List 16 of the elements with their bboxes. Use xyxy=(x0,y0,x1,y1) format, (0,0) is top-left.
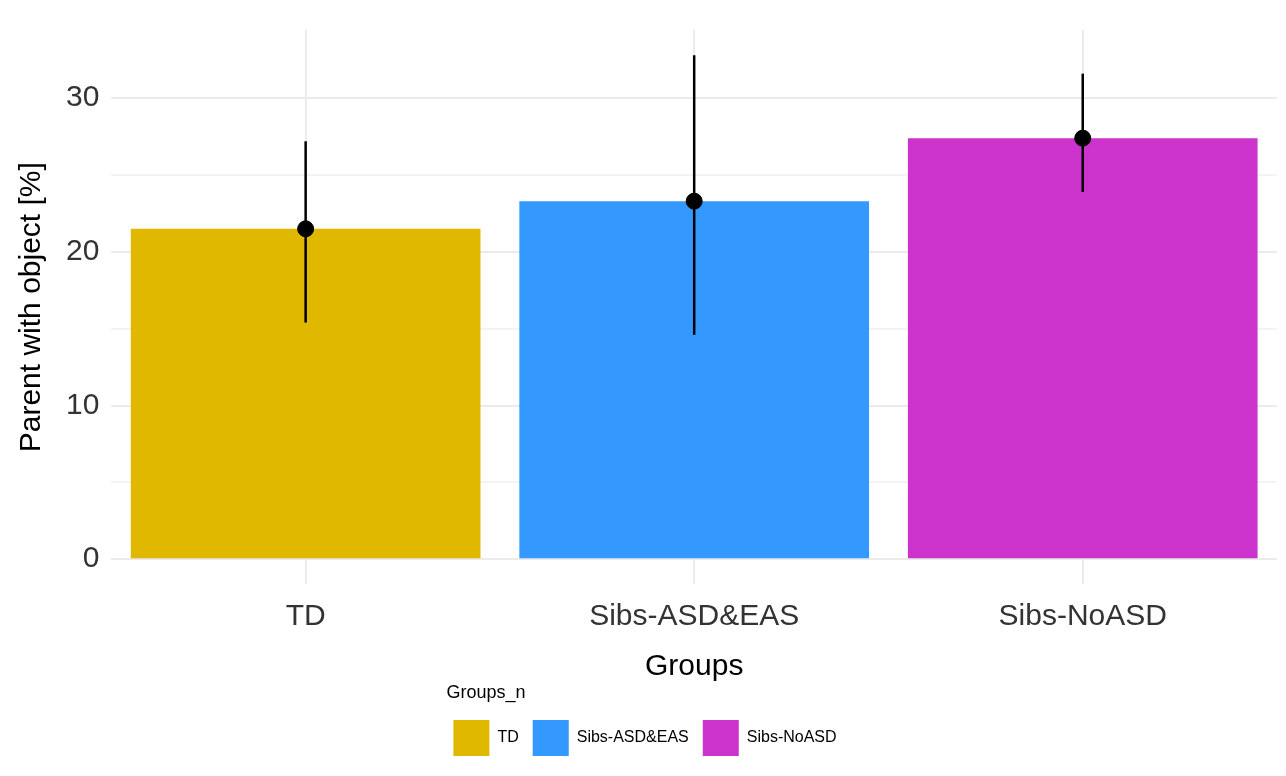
y-axis-title: Parent with object [%] xyxy=(13,162,47,453)
point xyxy=(685,192,703,210)
y-tick-label: 0 xyxy=(82,540,100,574)
legend-label: Sibs-ASD&EAS xyxy=(576,728,689,746)
x-axis-title: Groups xyxy=(644,647,744,681)
x-tick-label: TD xyxy=(285,597,326,631)
legend-label: TD xyxy=(497,728,519,746)
legend-label: Sibs-NoASD xyxy=(746,728,837,746)
x-tick-label: Sibs-ASD&EAS xyxy=(589,597,800,631)
y-tick-label: 20 xyxy=(65,233,100,267)
y-tick-label: 10 xyxy=(65,386,100,420)
x-tick-label: Sibs-NoASD xyxy=(998,597,1167,631)
legend-title: Groups_n xyxy=(446,682,526,704)
point xyxy=(1074,129,1092,147)
y-tick-label: 30 xyxy=(65,79,100,113)
point xyxy=(297,220,315,238)
